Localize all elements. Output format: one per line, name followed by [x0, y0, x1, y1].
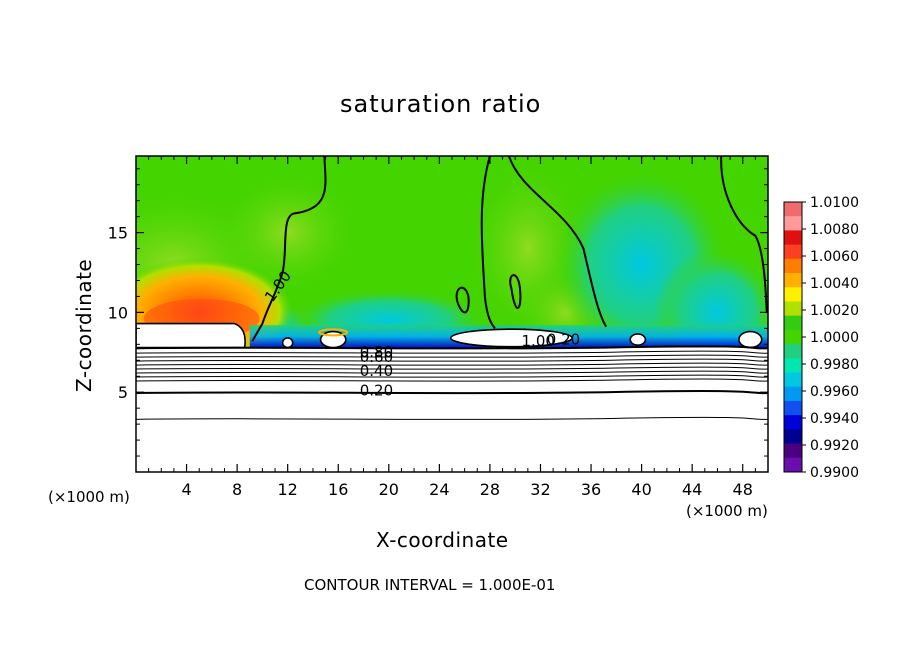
colorbar-swatch: [784, 287, 802, 302]
colorbar-swatch: [784, 244, 802, 260]
y-tick-label: 15: [108, 224, 128, 243]
colorbar-swatch: [784, 457, 802, 473]
colorbar-label: 0.9920: [810, 438, 859, 454]
colorbar-swatch: [784, 372, 802, 388]
colorbar-label: 1.0000: [810, 330, 859, 346]
colorbar-swatch: [784, 415, 802, 430]
contour-line-1.00: [509, 274, 522, 310]
colorbar-swatch: [784, 443, 802, 459]
dry-island: [449, 328, 573, 348]
y-tick-label: 5: [118, 383, 128, 402]
contour-line: [136, 370, 768, 374]
x-tick-label: 28: [480, 480, 500, 499]
x-tick-label: 12: [278, 480, 298, 499]
field-patch: [211, 168, 364, 297]
colorbar-swatch: [784, 230, 802, 246]
dry-layer: [136, 347, 768, 472]
contour-label: 0.60: [360, 348, 393, 366]
contour-line-1.00: [480, 156, 496, 329]
contour-line: [136, 354, 768, 358]
dry-island: [629, 333, 647, 346]
contour-line: [136, 350, 768, 354]
x-tick-label: 4: [181, 480, 191, 499]
contour-label: 0.20: [360, 381, 393, 399]
dry-island: [281, 337, 294, 349]
colorbar-swatch: [784, 301, 802, 317]
chart-title: saturation ratio: [340, 90, 542, 118]
contour-label: 0.20: [547, 330, 580, 348]
contour-line: [136, 366, 768, 370]
colorbar-swatch: [784, 429, 802, 445]
island-rim: [318, 328, 349, 337]
x-tick-label: 36: [581, 480, 601, 499]
contour-line: [136, 358, 768, 362]
colorbar-label: 1.0100: [810, 195, 859, 211]
x-unit-label-right: (×1000 m): [686, 502, 768, 520]
colorbar-swatch: [784, 273, 802, 288]
colorbar-label: 1.0040: [810, 276, 859, 292]
contour-line: [136, 362, 768, 366]
colorbar-label: 1.0080: [810, 222, 859, 238]
contour-interval-note: CONTOUR INTERVAL = 1.000E-01: [304, 576, 556, 594]
contour-line: [136, 374, 768, 378]
dry-region-left: [136, 322, 246, 349]
colorbar-label: 0.9900: [810, 465, 859, 481]
x-axis-label: X-coordinate: [376, 528, 509, 552]
colorbar-swatch: [784, 216, 802, 231]
colorbar-swatch: [784, 202, 802, 217]
colorbar-swatch: [784, 344, 802, 359]
colorbar-swatch: [784, 329, 802, 345]
contour-line: [136, 416, 768, 420]
x-tick-label: 32: [530, 480, 550, 499]
x-unit-label-left: (×1000 m): [48, 488, 130, 506]
colorbar-swatch: [784, 258, 802, 274]
contour-line: [136, 378, 768, 382]
x-tick-label: 48: [733, 480, 753, 499]
contour-line-1.00: [720, 156, 768, 313]
colorbar-label: 0.9980: [810, 357, 859, 373]
contour-line-1.00: [251, 156, 327, 342]
contour-line-1.00: [455, 286, 470, 314]
contour-line-1.00: [507, 156, 608, 328]
y-tick-label: 10: [108, 303, 128, 322]
contour-label: 0.40: [360, 362, 393, 380]
x-tick-label: 8: [232, 480, 242, 499]
colorbar-label: 0.9960: [810, 384, 859, 400]
contour-label: 1.00: [522, 332, 555, 350]
x-tick-label: 20: [379, 480, 399, 499]
contour-line: [136, 345, 768, 350]
colorbar-swatch: [784, 386, 802, 402]
contour-line: [136, 390, 768, 395]
contour-label: 0.80: [360, 343, 393, 361]
colorbar-label: 0.9940: [810, 411, 859, 427]
colorbar-label: 1.0060: [810, 249, 859, 265]
x-tick-label: 24: [429, 480, 449, 499]
x-tick-label: 44: [682, 480, 702, 499]
x-tick-label: 40: [631, 480, 651, 499]
colorbar-swatch: [784, 315, 802, 331]
x-tick-label: 16: [328, 480, 348, 499]
dry-island: [738, 330, 763, 349]
colorbar-swatch: [784, 400, 802, 416]
colorbar-label: 1.0020: [810, 303, 859, 319]
colorbar-swatch: [784, 358, 802, 374]
